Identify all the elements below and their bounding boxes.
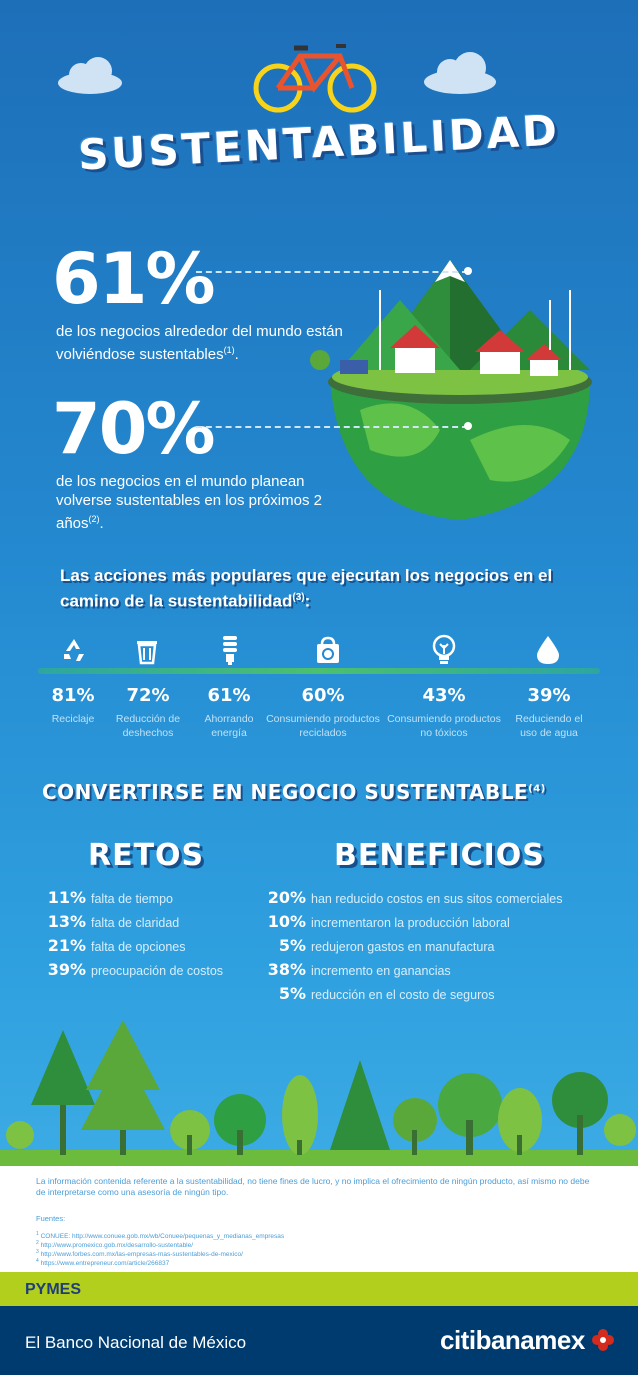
disclaimer-text: La información contenida referente a la …	[36, 1176, 590, 1197]
footer-bank-name: El Banco Nacional de México	[25, 1333, 247, 1352]
eco-bulb-icon	[424, 630, 464, 670]
retos-list: 11% falta de tiempo 13% falta de claridad …	[40, 888, 223, 984]
connector-dot	[464, 267, 472, 275]
list-item: 13% falta de claridad	[47, 912, 180, 931]
retos-heading: RETOS	[88, 838, 205, 873]
sources-label: Fuentes:	[36, 1214, 66, 1223]
recycle-icon	[54, 630, 94, 670]
action-item: 43% Consumiendo productos no tóxicos	[387, 685, 501, 739]
list-item: 21% falta de opciones	[47, 936, 186, 955]
forest-illustration	[0, 1020, 638, 1170]
connector-dot	[464, 422, 472, 430]
actions-divider-bar	[38, 668, 600, 674]
cloud-icon	[58, 57, 122, 94]
stat-value: 61%	[52, 238, 216, 320]
flower-logo-icon	[591, 1329, 614, 1351]
beneficios-heading: BENEFICIOS	[334, 838, 545, 873]
cloud-icon	[424, 52, 496, 94]
list-item: 39% preocupación de costos	[47, 960, 224, 979]
source-item: 3 http://www.forbes.com.mx/las-empresas-…	[36, 1249, 243, 1259]
recycled-bag-icon	[308, 630, 348, 670]
section-heading: CONVERTIRSE EN NEGOCIO SUSTENTABLE(4)	[42, 780, 546, 804]
action-item: 39% Reduciendo el uso de agua	[515, 685, 583, 739]
list-item: 5% redujeron gastos en manufactura	[278, 936, 495, 955]
dashed-connector	[196, 426, 468, 428]
disclaimer-panel	[0, 1166, 638, 1272]
energy-saving-bulb-icon	[210, 630, 250, 670]
action-item: 72% Reducción de deshechos	[115, 685, 181, 739]
action-item: 60% Consumiendo productos reciclados	[266, 685, 380, 739]
beneficios-list: 20% han reducido costos en sus sitos come…	[258, 888, 563, 1008]
pymes-label: PYMES	[25, 1281, 82, 1298]
action-item: 61% Ahorrando energía	[204, 685, 254, 739]
list-item: 10% incrementaron la producción laboral	[267, 912, 510, 931]
pymes-band	[0, 1272, 638, 1306]
list-item: 38% incremento en ganancias	[267, 960, 451, 979]
actions-heading: Las acciones más populares que ejecutan …	[60, 566, 553, 611]
source-item: 1 CONUEE: http://www.conuee.gob.mx/wb/Co…	[36, 1231, 285, 1241]
source-item: 2 http://www.promexico.gob.mx/desarrollo…	[36, 1240, 194, 1250]
footer	[0, 1306, 638, 1375]
stat-description: de los negocios en el mundo planean volv…	[56, 473, 322, 532]
stat-value: 70%	[52, 388, 216, 470]
citibanamex-logo[interactable]: citibanamex	[440, 1325, 614, 1356]
globe-illustration	[310, 260, 592, 520]
action-item: 81% Reciclaje	[51, 685, 95, 725]
list-item: 11% falta de tiempo	[47, 888, 173, 907]
water-drop-icon	[528, 630, 568, 670]
trash-bin-icon	[127, 630, 167, 670]
stat-description: de los negocios alrededor del mundo está…	[56, 323, 343, 363]
dashed-connector	[196, 271, 468, 273]
source-item: 4 https://www.entrepreneur.com/article/2…	[36, 1258, 170, 1268]
list-item: 5% reducción en el costo de seguros	[278, 984, 495, 1003]
list-item: 20% han reducido costos en sus sitos come…	[267, 888, 563, 907]
bicycle-icon	[253, 44, 377, 113]
